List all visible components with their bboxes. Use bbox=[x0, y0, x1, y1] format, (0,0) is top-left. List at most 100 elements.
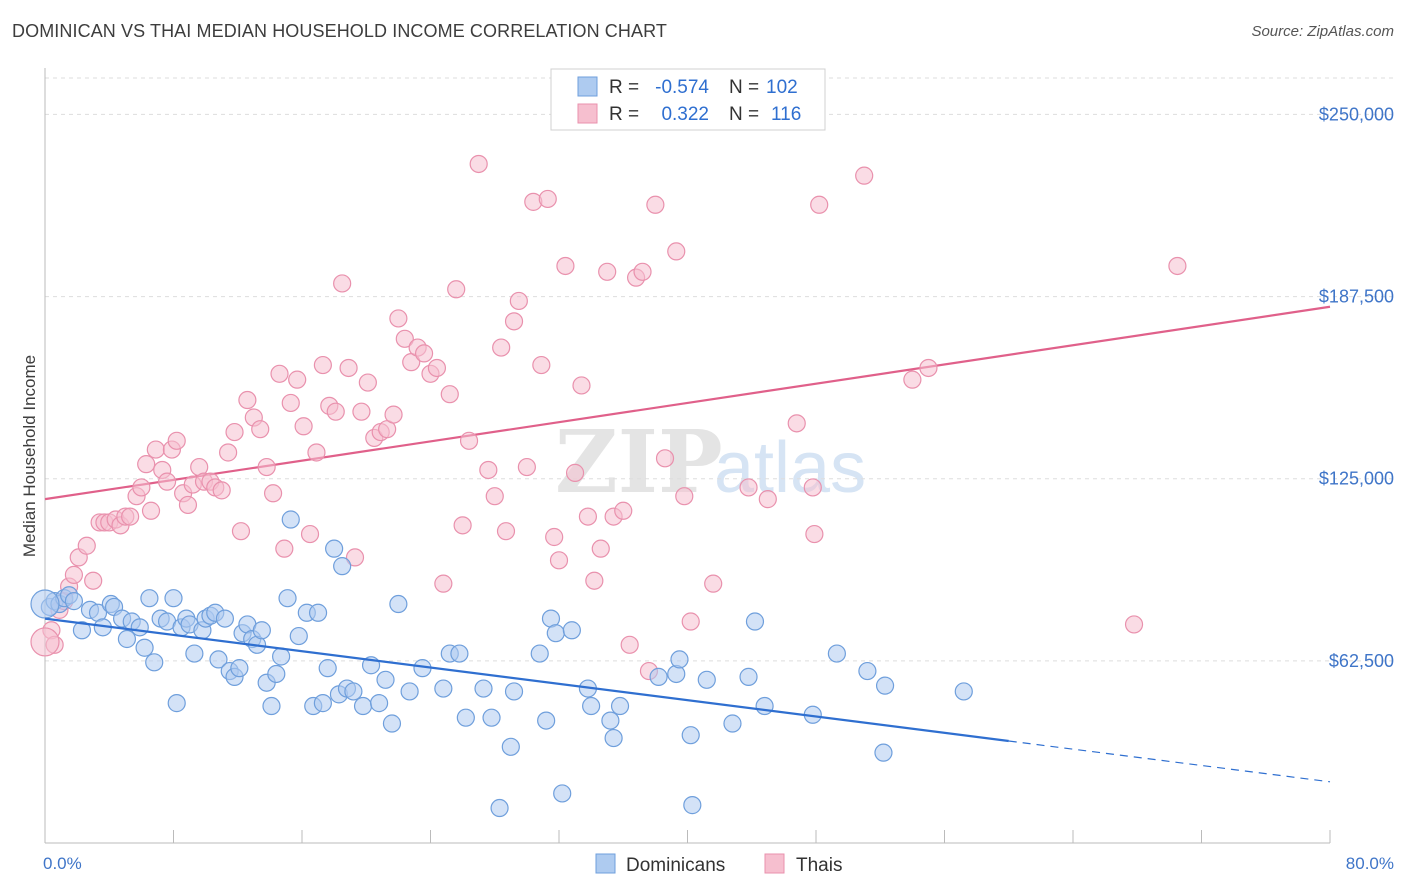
dominicans-point bbox=[745, 612, 765, 631]
dominicans-point bbox=[604, 728, 623, 748]
thais-point bbox=[339, 358, 358, 378]
dominicans-point bbox=[501, 737, 520, 756]
dominicans-point bbox=[530, 644, 549, 663]
dominicans-point bbox=[30, 589, 60, 619]
thais-point bbox=[479, 460, 498, 480]
thais-point bbox=[141, 501, 161, 520]
dominicans-point bbox=[456, 708, 475, 727]
watermark-zip: ZIP bbox=[555, 412, 723, 513]
dominicans-point bbox=[164, 589, 183, 608]
correlation-legend: R = -0.574 N = 102 R = 0.322 N = 116 bbox=[550, 68, 826, 131]
dominicans-trend-layer bbox=[44, 617, 1331, 783]
thais-point bbox=[633, 262, 652, 281]
thais-point bbox=[178, 495, 198, 515]
thais-point bbox=[903, 370, 922, 389]
dominicans-point bbox=[697, 670, 716, 689]
thais-point bbox=[30, 627, 60, 657]
thais-point bbox=[704, 574, 723, 593]
dominicans-point bbox=[209, 650, 228, 669]
dominicans-point bbox=[215, 609, 234, 628]
dominicans-point bbox=[562, 621, 581, 640]
thais-point bbox=[646, 195, 665, 214]
x-tick-label-max: 80.0% bbox=[1346, 854, 1394, 873]
thais-point bbox=[919, 358, 938, 378]
bottom-legend-swatch-dominicans bbox=[595, 853, 616, 874]
dominicans-point bbox=[827, 644, 846, 663]
dominicans-point bbox=[875, 676, 895, 695]
thais-point bbox=[352, 402, 371, 421]
thais-point bbox=[275, 539, 294, 558]
dominicans-point bbox=[333, 557, 352, 576]
thais-point bbox=[384, 405, 403, 424]
dominicans-point bbox=[289, 626, 308, 646]
legend-swatch-pink bbox=[577, 103, 598, 124]
dominicans-point bbox=[874, 743, 893, 762]
dominicans-point bbox=[313, 694, 332, 713]
dominicans-point bbox=[610, 696, 630, 716]
y-axis-title: Median Household Income bbox=[20, 355, 39, 557]
dominicans-point bbox=[130, 618, 149, 637]
dominicans-point bbox=[376, 670, 395, 689]
dominicans-point bbox=[553, 784, 572, 803]
dominicans-point bbox=[482, 708, 501, 727]
dominicans-point bbox=[450, 644, 469, 663]
thais-point bbox=[572, 376, 591, 395]
thais-point bbox=[345, 548, 365, 567]
dominicans-point bbox=[546, 624, 565, 643]
thais-point bbox=[803, 478, 822, 497]
thais-point bbox=[459, 431, 479, 450]
thais-point bbox=[855, 166, 874, 185]
dominicans-point bbox=[167, 694, 186, 713]
thais-point bbox=[77, 536, 96, 555]
thais-point bbox=[565, 463, 585, 482]
thais-point bbox=[389, 309, 408, 328]
thais-point bbox=[598, 262, 617, 281]
bottom-legend-swatch-thais bbox=[764, 853, 785, 874]
thais-point bbox=[358, 373, 377, 392]
thais-point bbox=[157, 472, 177, 491]
legend-n-value-blue: 102 bbox=[766, 77, 798, 98]
thais-point bbox=[447, 280, 466, 299]
dominicans-point bbox=[370, 694, 389, 713]
thais-point bbox=[251, 420, 270, 439]
thais-point bbox=[591, 539, 610, 558]
dominicans-point bbox=[318, 659, 337, 678]
thais-point bbox=[739, 478, 758, 497]
dominicans-point bbox=[601, 711, 620, 730]
thais-point bbox=[219, 443, 238, 462]
thais-point bbox=[578, 507, 598, 526]
thais-point bbox=[84, 571, 103, 590]
thais-point bbox=[675, 487, 694, 506]
thais-point bbox=[333, 274, 352, 293]
watermark: ZIP atlas bbox=[555, 412, 866, 513]
thais-point bbox=[485, 487, 504, 506]
thais-point bbox=[545, 527, 564, 547]
thais-point bbox=[167, 431, 186, 450]
thais-point bbox=[231, 522, 251, 541]
thais-point bbox=[294, 417, 313, 436]
thais-point bbox=[517, 457, 536, 477]
dominicans-point bbox=[140, 589, 159, 608]
dominicans-point bbox=[739, 667, 758, 686]
thais-point bbox=[787, 414, 806, 433]
source-credit: Source: ZipAtlas.com bbox=[1251, 23, 1394, 40]
legend-swatch-blue bbox=[577, 76, 598, 97]
dominicans-point bbox=[474, 679, 493, 698]
thais-point bbox=[681, 612, 700, 631]
axes bbox=[44, 68, 1331, 844]
thais-point bbox=[225, 422, 244, 442]
legend-n-value-pink: 116 bbox=[771, 104, 801, 125]
thais-point bbox=[453, 516, 472, 535]
thais-points bbox=[30, 154, 1187, 681]
legend-r-label-blue: R = bbox=[609, 77, 639, 98]
thais-point bbox=[414, 344, 434, 363]
thais-point bbox=[64, 565, 84, 584]
thais-point bbox=[300, 524, 320, 544]
thais-point bbox=[492, 338, 511, 357]
dominicans-point bbox=[683, 796, 702, 815]
thais-point bbox=[1168, 256, 1187, 276]
dominicans-point bbox=[954, 682, 973, 701]
dominicans-point bbox=[252, 621, 271, 640]
dominicans-point bbox=[490, 798, 509, 818]
